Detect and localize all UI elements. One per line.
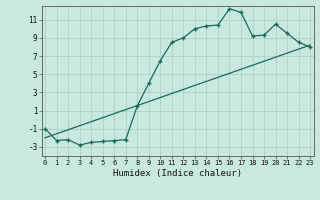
X-axis label: Humidex (Indice chaleur): Humidex (Indice chaleur) [113, 169, 242, 178]
